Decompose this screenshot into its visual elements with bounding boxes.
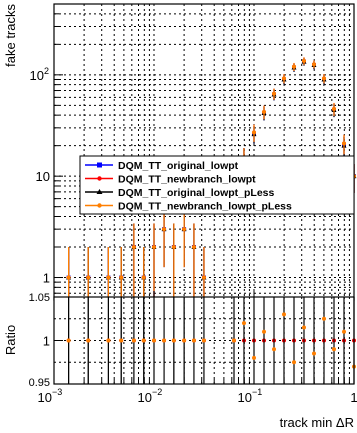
data-point: [141, 275, 146, 280]
legend-box: [79, 155, 355, 215]
legend-label: DQM_TT_original_lowpt_pLess: [118, 187, 275, 199]
data-point: [341, 141, 346, 146]
legend-label: DQM_TT_newbranch_lowpt_pLess: [118, 201, 292, 213]
data-point: [171, 245, 176, 250]
legend-marker: [97, 176, 102, 181]
y-tick-exponent: 2: [44, 66, 49, 76]
data-point: [86, 275, 91, 280]
ratio-point: [252, 355, 256, 360]
x-tick-exponent: −1: [252, 387, 262, 397]
legend-marker: [97, 162, 102, 168]
ratio-point: [131, 338, 136, 343]
ratio-point: [152, 338, 156, 343]
data-point: [106, 275, 111, 280]
ratio-point: [141, 338, 146, 343]
ratio-point: [241, 321, 246, 326]
ratio-point: [201, 338, 206, 343]
x-tick-label: 1: [350, 390, 357, 405]
ratio-y-ticks: 0.95 1 1.05: [29, 292, 63, 389]
data-point: [152, 245, 156, 250]
data-point: [119, 275, 124, 280]
ratio-y-tick-label: 1.05: [29, 292, 50, 304]
legend-label: DQM_TT_original_lowpt: [118, 160, 239, 172]
data-point: [262, 109, 267, 114]
legend-label: DQM_TT_newbranch_lowpt: [118, 174, 256, 186]
x-tick-label: 10: [238, 390, 252, 405]
ratio-point: [301, 325, 306, 330]
ratio-point: [341, 329, 346, 334]
ratio-point: [182, 338, 187, 343]
ratio-point: [272, 347, 277, 352]
legend-marker: [96, 189, 103, 194]
ratio-point: [322, 316, 327, 321]
data-point: [272, 91, 277, 96]
ratio-y-tick-label: 1: [43, 334, 50, 349]
ratio-y-axis-label: Ratio: [3, 325, 18, 355]
ratio-series-layer: [66, 297, 356, 384]
data-point: [191, 245, 196, 250]
y-tick-label: 1: [43, 271, 50, 286]
x-tick-exponent: −2: [152, 387, 162, 397]
ratio-point: [292, 360, 297, 365]
x-axis-label: track min ΔR: [280, 415, 354, 430]
data-point: [252, 130, 256, 135]
ratio-point: [262, 329, 267, 334]
ratio-point: [119, 338, 124, 343]
data-point: [182, 227, 187, 232]
ratio-point: [106, 338, 111, 343]
ratio-point: [162, 338, 167, 343]
data-point: [162, 227, 167, 232]
ratio-point: [66, 338, 71, 343]
data-point: [311, 62, 316, 67]
x-tick-exponent: −3: [52, 387, 62, 397]
y-tick-label: 10: [30, 68, 44, 83]
data-point: [292, 64, 297, 69]
ratio-point: [332, 347, 337, 352]
ratio-point: [191, 338, 196, 343]
ratio-point: [171, 338, 176, 343]
ratio-point: [281, 312, 286, 317]
ratio-point: [311, 351, 316, 356]
data-point: [301, 58, 306, 63]
main-y-axis-label: fake tracks: [3, 4, 18, 67]
x-tick-label: 10: [138, 390, 152, 405]
legend-marker: [97, 203, 102, 208]
data-point: [201, 275, 206, 280]
legend: DQM_TT_original_lowpt DQM_TT_newbranch_lo…: [79, 155, 355, 215]
legend-entries: DQM_TT_original_lowpt DQM_TT_newbranch_lo…: [85, 160, 292, 213]
data-point: [281, 76, 286, 81]
data-point: [131, 245, 136, 250]
y-tick-label: 10: [36, 169, 50, 184]
x-tick-label: 10: [38, 390, 52, 405]
ratio-x-ticks: 10 −3 10 −2 10 −1 1: [38, 291, 357, 405]
ratio-y-tick-label: 0.95: [29, 377, 50, 389]
ratio-point: [232, 338, 237, 343]
data-point: [332, 107, 337, 112]
data-point: [322, 76, 327, 81]
ratio-point: [86, 338, 91, 343]
data-point: [66, 275, 71, 280]
